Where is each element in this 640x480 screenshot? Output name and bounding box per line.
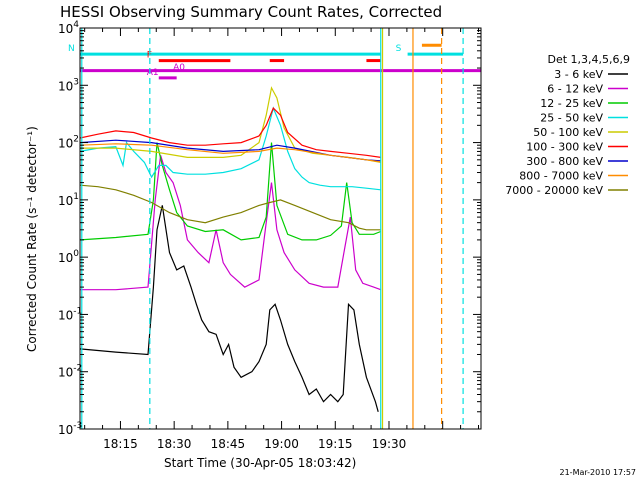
y-tick-label-4: 100 [58,249,79,265]
legend-label-2: 6 - 12 keV [547,83,603,96]
legend-label-5: 50 - 100 keV [533,126,603,139]
series-line-2 [80,155,382,291]
legend-header: Det 1,3,4,5,6,9 [547,53,630,66]
y-tick-label-7: 103 [58,77,79,93]
chart-title: HESSI Observing Summary Count Rates, Cor… [60,3,442,21]
y-tick-label-1: 10-3 [58,421,82,437]
series-line-9 [79,184,381,231]
y-tick-label-8: 104 [58,20,79,36]
series-line-1 [79,205,379,412]
y-axis-ticks: 10-3 10-2 10-1 100 101 102 103 104 [58,20,481,437]
series-line-8 [79,143,381,163]
y-tick-label-3: 10-1 [58,306,82,322]
legend-label-9: 7000 - 20000 keV [505,184,603,197]
y-tick-label-5: 101 [58,192,79,208]
x-axis-ticks: 18:15 18:30 18:45 19:00 19:15 19:30 [84,28,479,451]
legend-label-7: 300 - 800 keV [526,155,603,168]
y-tick-label-6: 102 [58,135,79,151]
series-line-4 [79,106,381,191]
series-layer [79,86,382,412]
flag-label-6: S [396,44,402,54]
flag-label-2: F [147,51,152,61]
plot-frame [79,27,482,430]
y-tick-label-2: 10-2 [58,364,82,380]
series-line-6 [79,107,381,158]
legend-label-3: 12 - 25 keV [540,97,603,110]
x-tick-label-3: 18:45 [211,437,246,451]
flag-label-1: N [68,44,75,54]
vertical-markers [81,28,464,429]
legend-label-1: 3 - 6 keV [554,68,603,81]
flags-layer: N F A1 A0 S [68,43,481,80]
x-tick-label-4: 19:00 [264,437,299,451]
x-tick-label-5: 19:15 [318,437,353,451]
legend-label-4: 25 - 50 keV [540,112,603,125]
footer-date: 21-Mar-2010 17:57 [560,468,637,477]
x-axis-label: Start Time (30-Apr-05 18:03:42) [164,456,356,470]
x-tick-label-1: 18:15 [103,437,138,451]
y-axis-label: Corrected Count Rate (s⁻¹ detector⁻¹) [25,126,39,352]
flag-label-5: A0 [173,63,185,73]
legend-label-8: 800 - 7000 keV [519,170,603,183]
x-tick-label-2: 18:30 [157,437,192,451]
flag-label-4: A1 [147,68,159,78]
legend-label-6: 100 - 300 keV [526,141,603,154]
x-tick-label-6: 19:30 [372,437,407,451]
